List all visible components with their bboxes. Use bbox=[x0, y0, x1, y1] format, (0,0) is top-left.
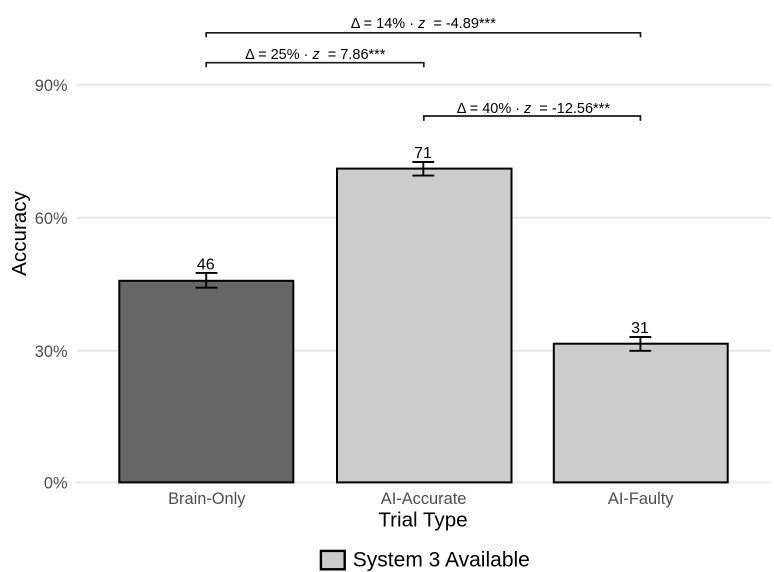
svg-text:90%: 90% bbox=[35, 77, 68, 95]
svg-text:30%: 30% bbox=[35, 343, 68, 361]
svg-text:Δ = 25% · z = 7.86***: Δ = 25% · z = 7.86*** bbox=[245, 47, 386, 63]
svg-text:Δ = 14% · z = -4.89***: Δ = 14% · z = -4.89*** bbox=[351, 16, 496, 32]
svg-text:AI-Accurate: AI-Accurate bbox=[381, 490, 467, 508]
svg-text:Accuracy: Accuracy bbox=[8, 190, 31, 275]
svg-text:AI-Faulty: AI-Faulty bbox=[608, 490, 674, 508]
svg-text:0%: 0% bbox=[44, 474, 68, 492]
svg-text:Δ = 40% · z = -12.56***: Δ = 40% · z = -12.56*** bbox=[457, 101, 611, 117]
svg-text:71: 71 bbox=[414, 145, 432, 162]
svg-text:60%: 60% bbox=[35, 210, 68, 228]
svg-text:46: 46 bbox=[197, 257, 215, 274]
svg-text:Trial Type: Trial Type bbox=[378, 509, 467, 532]
svg-text:System 3 Available: System 3 Available bbox=[353, 549, 530, 572]
svg-text:31: 31 bbox=[631, 320, 649, 337]
svg-text:Brain-Only: Brain-Only bbox=[168, 490, 246, 508]
